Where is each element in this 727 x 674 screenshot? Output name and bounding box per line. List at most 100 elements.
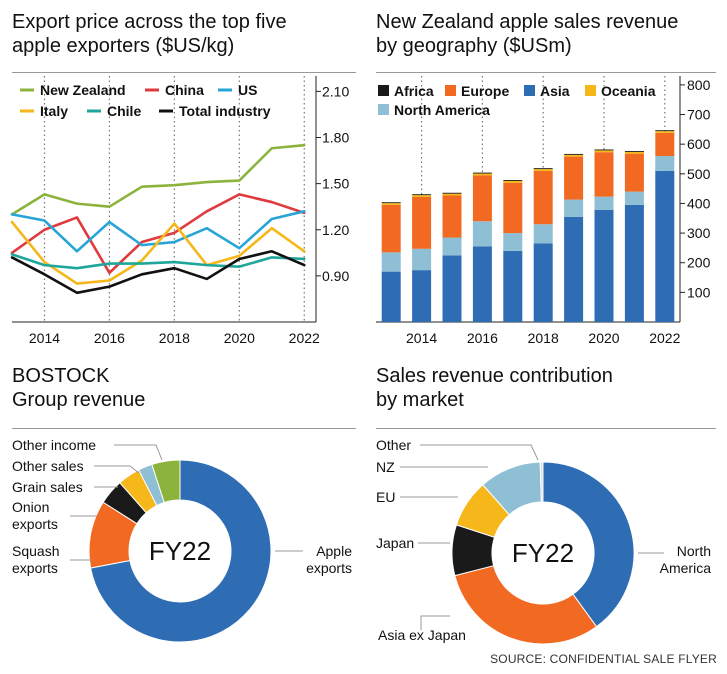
line-legend-label-us: US	[238, 82, 257, 98]
bar-asia-2018	[533, 243, 553, 322]
line-series-italy	[10, 220, 306, 285]
line-y-tick-2-10: 2.10	[322, 83, 349, 99]
line-x-tick-2014: 2014	[29, 330, 60, 346]
bar-europe-2013	[381, 204, 401, 253]
line-legend-label-italy: Italy	[40, 103, 68, 119]
pie2-label-north-america-1: North	[677, 543, 711, 559]
bar-europe-2022	[655, 132, 675, 157]
pie1-slice-apple-exports	[90, 459, 272, 643]
bar-asia-2017	[503, 250, 523, 322]
pie2-title: Sales revenue contribution by market	[376, 364, 716, 412]
bar-x-tick-2022: 2022	[649, 330, 680, 346]
bar-y-tick-300: 300	[687, 225, 711, 241]
mid-rule-right	[376, 428, 716, 429]
bar-africa-2022	[655, 130, 675, 132]
bar-x-tick-2020: 2020	[588, 330, 619, 346]
pie2-label-japan: Japan	[376, 535, 414, 551]
bar-africa-2017	[503, 180, 523, 181]
pie1-label-apple-exports-2: exports	[306, 560, 352, 576]
bar-oceania-2016	[472, 173, 492, 176]
pie2-slice-north-america	[542, 461, 635, 628]
bar-asia-2013	[381, 271, 401, 322]
pie2-label-north-america-2: America	[660, 560, 712, 576]
pie2-label-other: Other	[376, 437, 411, 453]
pie2-label-asia-ex-japan: Asia ex Japan	[378, 627, 466, 643]
bar-africa-2015	[442, 192, 462, 194]
bar-y-tick-600: 600	[687, 136, 711, 152]
bar-europe-2015	[442, 195, 462, 238]
line-legend-label-total-industry: Total industry	[179, 103, 271, 119]
bar-oceania-2021	[624, 151, 644, 154]
bar-y-tick-500: 500	[687, 166, 711, 182]
pie1-label-other-sales: Other sales	[12, 458, 84, 474]
bar-legend-label-asia: Asia	[540, 83, 570, 99]
bar-oceania-2022	[655, 131, 675, 133]
pie2-label-nz: NZ	[376, 459, 395, 475]
bar-asia-2020	[594, 209, 614, 322]
bar-legend-label-north-america: North America	[394, 102, 490, 118]
bar-north-america-2018	[533, 224, 553, 244]
pie2-label-eu: EU	[376, 489, 395, 505]
line-legend-label-new-zealand: New Zealand	[40, 82, 126, 98]
bar-oceania-2013	[381, 203, 401, 205]
bar-legend-swatch-oceania	[585, 85, 596, 96]
pie1-title-line1: BOSTOCK	[12, 365, 110, 387]
bar-chart-title-line1: New Zealand apple sales revenue	[376, 11, 679, 33]
bar-asia-2014	[412, 270, 432, 322]
pie1-label-other-income: Other income	[12, 437, 96, 453]
bar-north-america-2021	[624, 191, 644, 205]
bar-africa-2021	[624, 150, 644, 152]
line-series-chile	[10, 253, 306, 270]
line-y-tick-1-50: 1.50	[322, 176, 349, 192]
pie2-center-label: FY22	[512, 538, 574, 568]
bar-asia-2016	[472, 246, 492, 322]
pie1-label-grain-sales: Grain sales	[12, 479, 83, 495]
bar-asia-2021	[624, 204, 644, 322]
pie1-label-onion-exports-1: Onion	[12, 499, 49, 515]
top-rule-right	[376, 72, 716, 73]
bar-europe-2014	[412, 196, 432, 249]
bar-africa-2014	[412, 194, 432, 196]
bar-asia-2015	[442, 255, 462, 322]
bar-europe-2017	[503, 182, 523, 234]
line-x-tick-2016: 2016	[94, 330, 125, 346]
bar-y-tick-400: 400	[687, 195, 711, 211]
bar-africa-2019	[564, 153, 584, 155]
bar-chart-title-line2: by geography ($USm)	[376, 35, 572, 57]
bar-north-america-2014	[412, 248, 432, 271]
pie1-label-squash-exports-2: exports	[12, 560, 58, 576]
bar-north-america-2019	[564, 199, 584, 217]
pie1-title-line2: Group revenue	[12, 389, 146, 411]
bar-asia-2022	[655, 170, 675, 322]
bar-oceania-2020	[594, 150, 614, 153]
top-rule-left	[12, 72, 356, 73]
bar-north-america-2020	[594, 196, 614, 210]
bar-x-tick-2018: 2018	[528, 330, 559, 346]
bar-x-tick-2014: 2014	[406, 330, 437, 346]
line-x-tick-2022: 2022	[289, 330, 320, 346]
line-chart-title-line2: apple exporters ($US/kg)	[12, 35, 235, 57]
bar-legend-label-africa: Africa	[394, 83, 434, 99]
bar-africa-2020	[594, 149, 614, 151]
line-y-tick-0-90: 0.90	[322, 268, 349, 284]
bar-north-america-2016	[472, 221, 492, 247]
pie1-title: BOSTOCK Group revenue	[12, 364, 332, 412]
line-y-tick-1-80: 1.80	[322, 130, 349, 146]
bar-y-tick-200: 200	[687, 255, 711, 271]
pie1-label-onion-exports-2: exports	[12, 516, 58, 532]
bar-europe-2020	[594, 152, 614, 197]
bar-y-tick-800: 800	[687, 77, 711, 93]
bar-europe-2021	[624, 153, 644, 192]
pie2-leader-asia-ex-japan	[420, 615, 450, 630]
bar-north-america-2015	[442, 237, 462, 256]
bar-europe-2016	[472, 175, 492, 222]
bar-europe-2019	[564, 156, 584, 200]
line-chart-title-line1: Export price across the top five	[12, 11, 287, 33]
mid-rule-left	[12, 428, 356, 429]
bar-y-tick-700: 700	[687, 107, 711, 123]
bar-oceania-2014	[412, 195, 432, 197]
pie1-label-apple-exports-1: Apple	[316, 543, 352, 559]
line-series-us	[10, 210, 306, 253]
bar-legend-swatch-north-america	[378, 104, 389, 115]
pie2-title-line2: by market	[376, 389, 464, 411]
